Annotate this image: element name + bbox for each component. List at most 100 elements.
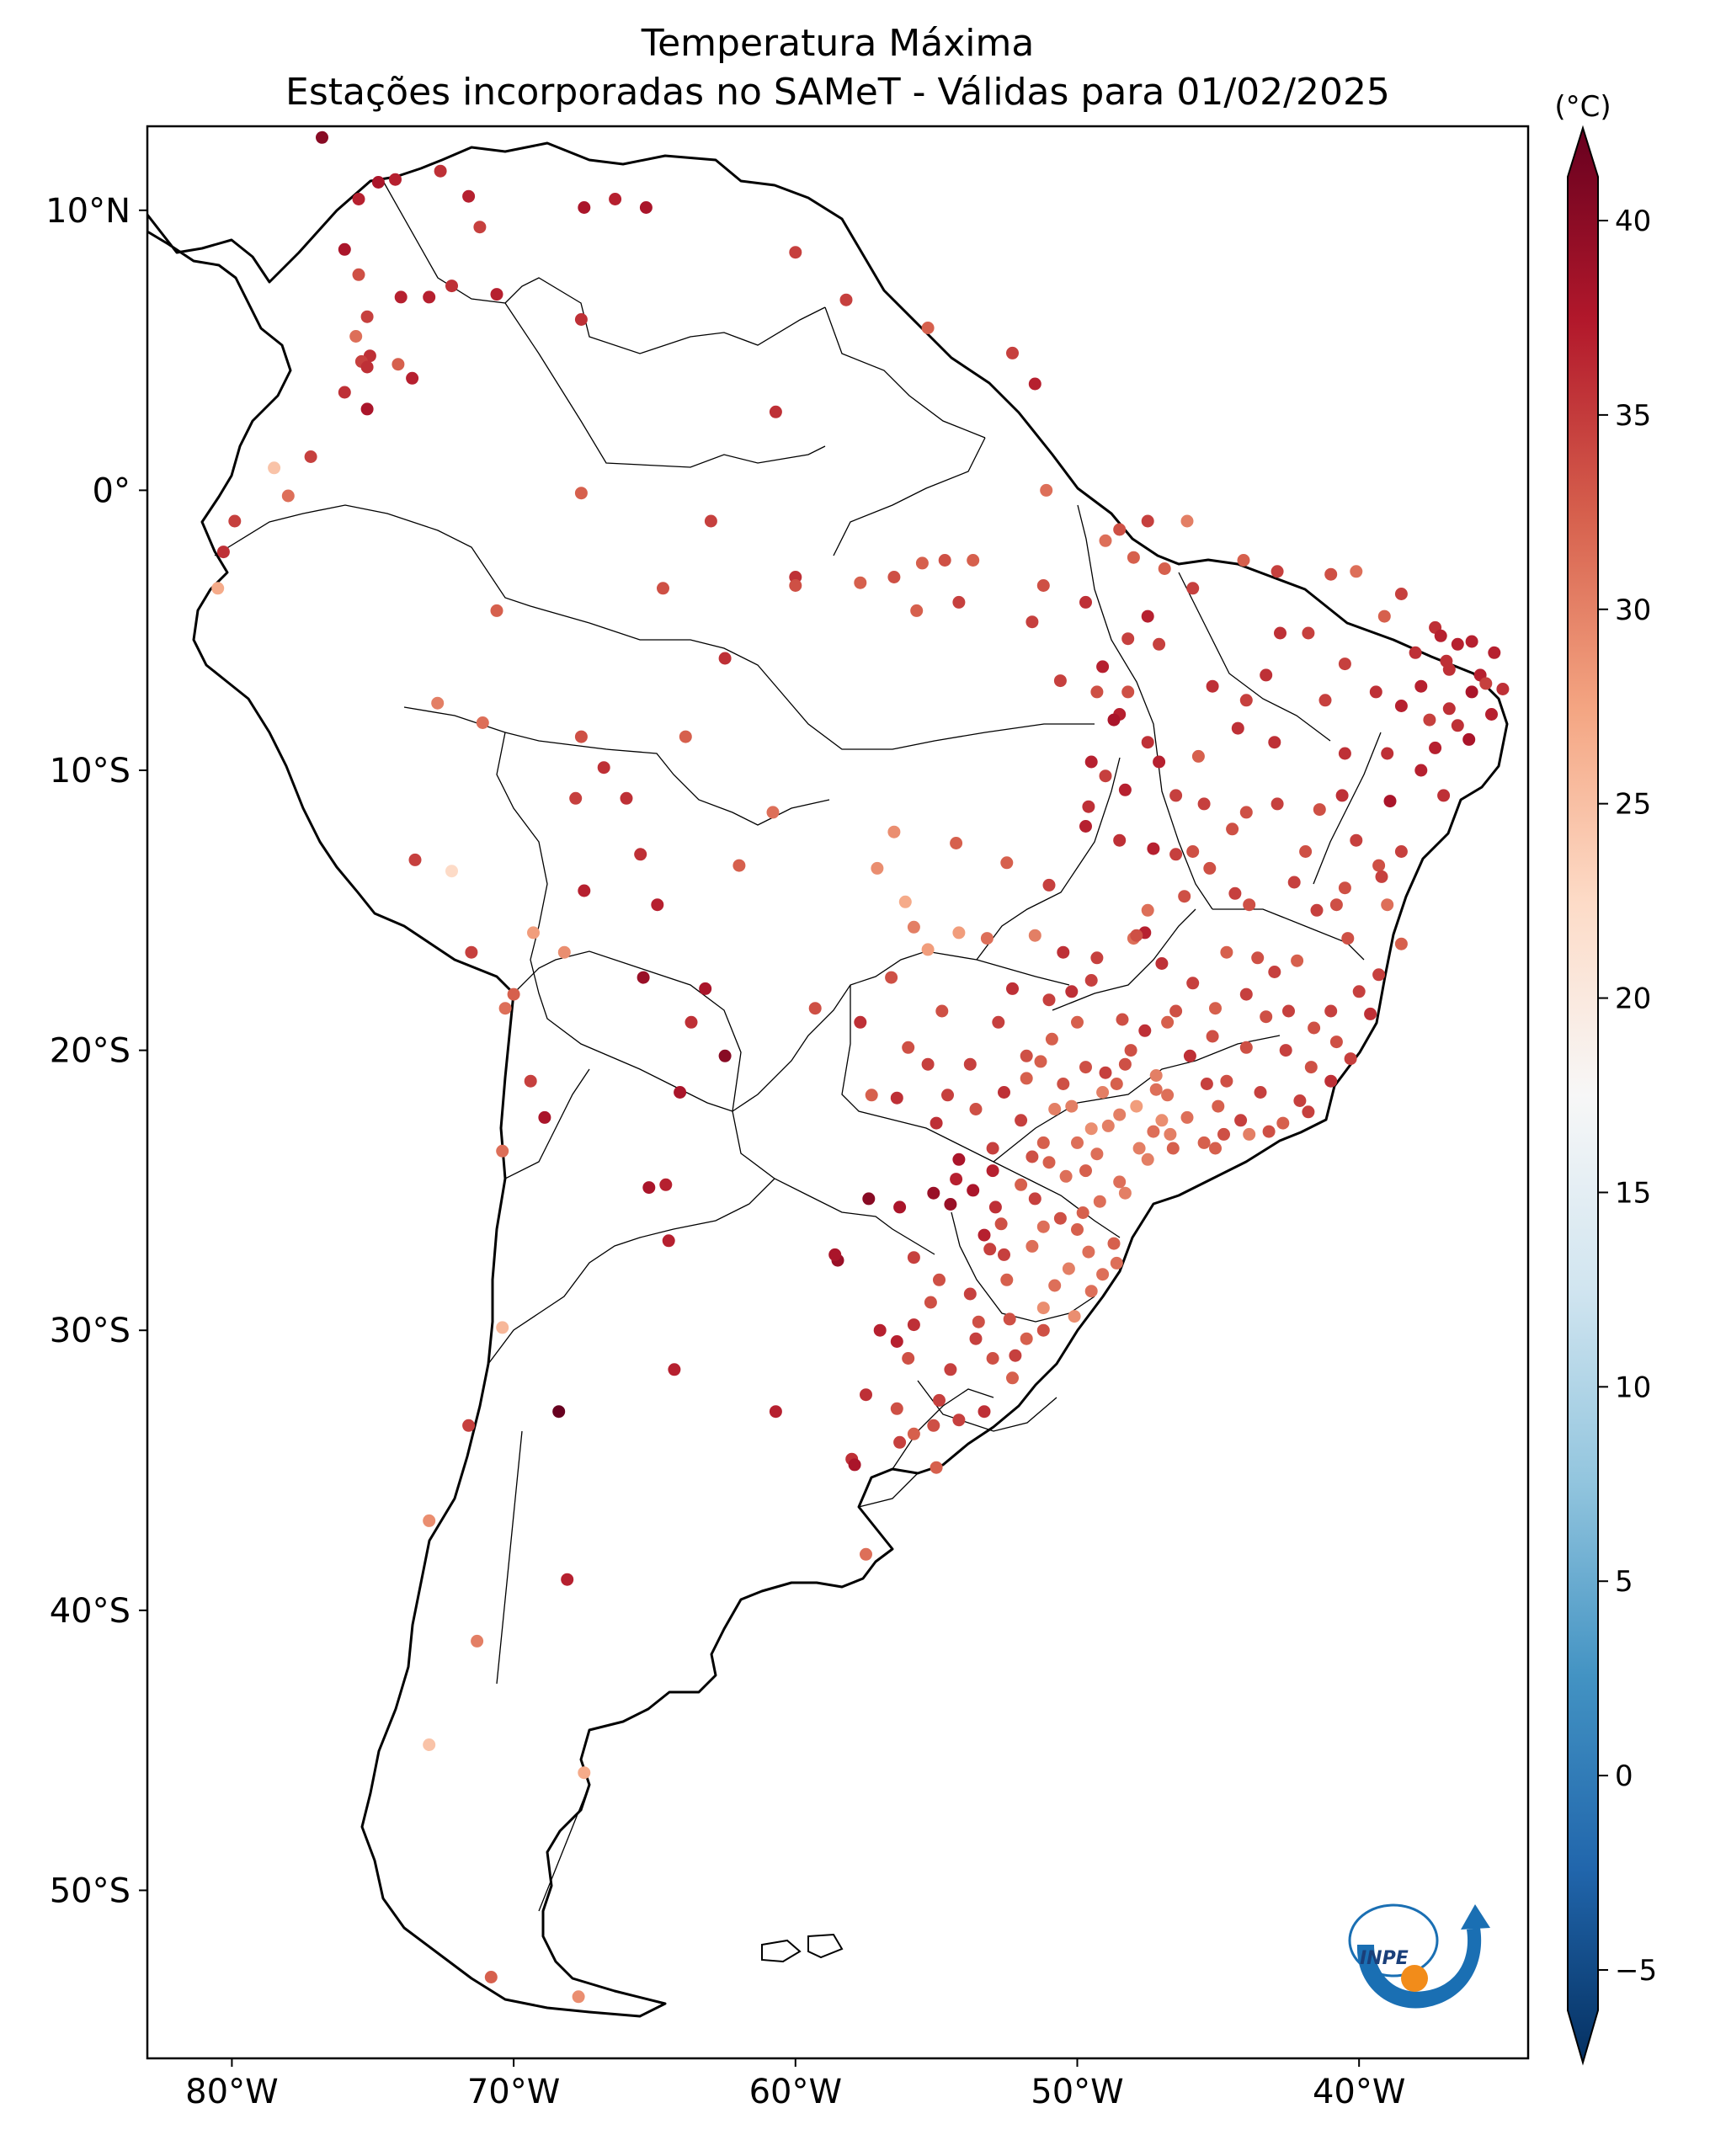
- station-point: [1096, 1086, 1110, 1099]
- station-point: [423, 1738, 436, 1751]
- station-point: [854, 1015, 867, 1029]
- station-point: [1006, 346, 1019, 359]
- station-point: [1350, 565, 1363, 578]
- station-point: [685, 1015, 698, 1029]
- station-point: [1239, 988, 1253, 1001]
- colorbar-tick-label: 5: [1615, 1565, 1633, 1599]
- station-point: [1178, 890, 1191, 903]
- colorbar-ticks: 40 35 30 25 20 15 10 5 0 −5: [1598, 205, 1657, 1988]
- station-point: [389, 173, 402, 186]
- station-point: [1169, 1004, 1183, 1018]
- station-point: [1053, 1211, 1067, 1225]
- station-point: [434, 164, 447, 178]
- station-point: [860, 1547, 872, 1561]
- station-point: [1383, 795, 1397, 808]
- station-point: [662, 1234, 675, 1248]
- station-point: [1338, 657, 1351, 671]
- station-point: [498, 1002, 512, 1015]
- station-point: [1329, 1035, 1343, 1049]
- station-point: [1062, 1262, 1075, 1275]
- station-point: [1036, 1220, 1050, 1233]
- station-point: [462, 1419, 476, 1432]
- latitude-label: 10°S: [50, 752, 131, 791]
- station-point: [1009, 1349, 1022, 1362]
- station-point: [789, 246, 802, 259]
- station-point: [1423, 713, 1436, 727]
- station-point: [1302, 626, 1315, 640]
- station-point: [927, 1186, 940, 1200]
- station-point: [1291, 954, 1304, 967]
- station-point: [967, 554, 980, 567]
- station-point: [1268, 966, 1281, 978]
- station-point: [1006, 1371, 1019, 1385]
- colorbar-tick-label: 10: [1615, 1371, 1651, 1404]
- station-point: [1042, 1156, 1056, 1169]
- station-point: [1243, 898, 1256, 912]
- station-point: [1394, 588, 1408, 600]
- station-point: [1485, 708, 1498, 721]
- station-point: [1071, 1136, 1084, 1149]
- station-point: [597, 761, 610, 775]
- station-point: [1479, 677, 1493, 690]
- station-point: [1429, 741, 1442, 754]
- station-point: [887, 825, 901, 838]
- station-point: [1065, 1099, 1079, 1113]
- station-point: [854, 576, 867, 589]
- station-point: [1141, 736, 1154, 749]
- station-point: [1409, 646, 1422, 659]
- station-point: [1372, 968, 1386, 982]
- station-point: [408, 853, 422, 866]
- station-point: [657, 582, 669, 595]
- station-point: [1324, 1004, 1338, 1018]
- station-point: [1226, 822, 1239, 836]
- station-point: [1318, 694, 1332, 707]
- station-point: [699, 982, 712, 995]
- station-point: [927, 1419, 940, 1432]
- station-point: [890, 1335, 903, 1348]
- station-point: [910, 604, 924, 617]
- station-point: [490, 604, 503, 617]
- station-point: [1381, 747, 1394, 760]
- station-point: [1110, 1078, 1123, 1090]
- station-point: [998, 1248, 1010, 1261]
- station-point: [507, 988, 520, 1001]
- station-point: [1186, 977, 1200, 990]
- station-point: [1414, 764, 1428, 777]
- station-point: [704, 514, 717, 528]
- station-point: [1262, 1125, 1276, 1138]
- logo-sun: [1401, 1965, 1428, 1992]
- station-point: [1107, 1237, 1121, 1250]
- station-point: [490, 288, 503, 301]
- station-point: [952, 1153, 966, 1166]
- station-point: [1488, 646, 1501, 659]
- station-point: [1130, 1099, 1143, 1113]
- station-point: [338, 386, 351, 399]
- station-point: [360, 402, 374, 416]
- station-point: [848, 1458, 861, 1472]
- station-point: [572, 1990, 585, 2004]
- latitude-label: 40°S: [50, 1592, 131, 1631]
- station-point: [1451, 637, 1464, 651]
- station-point: [885, 971, 898, 984]
- station-point: [1101, 1119, 1115, 1132]
- station-point: [1057, 1078, 1070, 1090]
- station-point: [1209, 1002, 1222, 1015]
- station-point: [1025, 615, 1039, 629]
- station-point: [1141, 514, 1154, 528]
- station-point: [1068, 1310, 1081, 1323]
- station-point: [1313, 803, 1326, 817]
- station-point: [1149, 1069, 1163, 1082]
- station-point: [915, 556, 929, 570]
- station-point: [1096, 660, 1110, 673]
- station-point: [1147, 842, 1160, 855]
- station-point: [1000, 1273, 1014, 1286]
- station-point: [1338, 881, 1351, 895]
- station-point: [1071, 1223, 1084, 1236]
- station-point: [1451, 719, 1464, 732]
- station-point: [651, 898, 664, 912]
- station-point: [574, 730, 588, 743]
- logo-text: INPE: [1360, 1948, 1409, 1969]
- station-point: [1191, 749, 1205, 763]
- colorbar-unit: (°C): [1554, 90, 1611, 124]
- station-point: [1084, 755, 1098, 769]
